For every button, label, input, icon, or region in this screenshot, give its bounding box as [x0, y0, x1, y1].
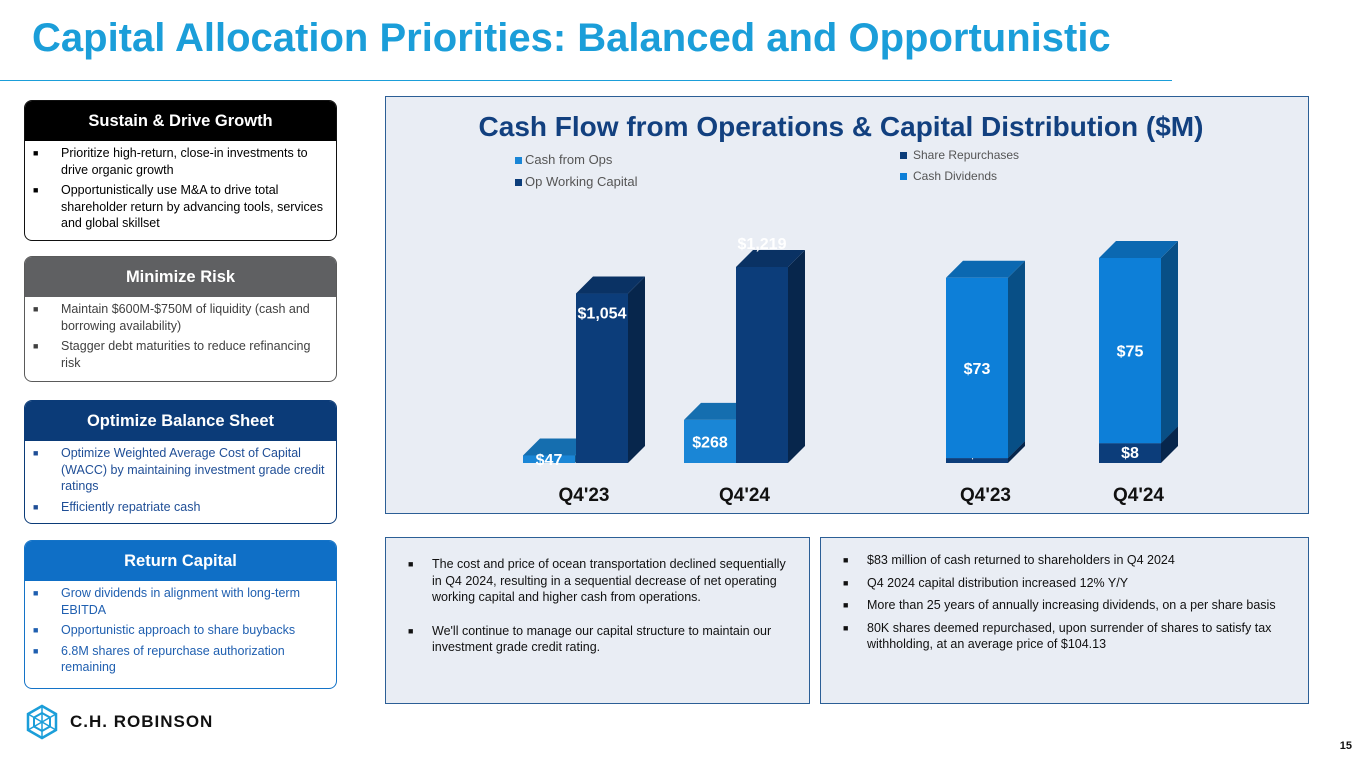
- list-item: Efficiently repatriate cash: [31, 499, 330, 516]
- card-list: Grow dividends in alignment with long-te…: [25, 581, 336, 684]
- page-title: Capital Allocation Priorities: Balanced …: [32, 16, 1111, 60]
- list-item: $83 million of cash returned to sharehol…: [841, 552, 1294, 569]
- legend-label: Op Working Capital: [525, 174, 638, 189]
- commentary-right: $83 million of cash returned to sharehol…: [820, 537, 1309, 704]
- legend-swatch: [900, 152, 907, 159]
- card-title: Sustain & Drive Growth: [25, 101, 336, 141]
- data-label: $47: [536, 452, 563, 469]
- bar-cash-from-ops-top: [523, 438, 592, 456]
- bar-op-working-capital: [576, 276, 645, 463]
- bar-cash-dividends-front: [946, 277, 1008, 459]
- list-item: Optimize Weighted Average Cost of Capita…: [31, 445, 330, 495]
- list-item: Q4 2024 capital distribution increased 1…: [841, 575, 1294, 592]
- list-item: 80K shares deemed repurchased, upon surr…: [841, 620, 1294, 653]
- bar-share-repurchases-side: [1008, 441, 1025, 463]
- bar-op-working-capital-front: [736, 267, 788, 463]
- bar-cash-dividends-top: [946, 260, 1025, 278]
- bar-cash-dividends: [946, 260, 1025, 459]
- list-item: We'll continue to manage our capital str…: [406, 623, 795, 656]
- data-label: $1,219: [738, 236, 787, 253]
- bar-op-working-capital-top: [736, 250, 805, 267]
- legend-label: Cash Dividends: [913, 169, 997, 183]
- list-item: Opportunistically use M&A to drive total…: [31, 182, 330, 232]
- bar-cash-from-ops-front: [523, 455, 575, 463]
- title-divider: [0, 80, 1172, 81]
- data-label: $73: [964, 361, 991, 378]
- list-item: Prioritize high-return, close-in investm…: [31, 145, 330, 178]
- card-return-capital: Return Capital Grow dividends in alignme…: [24, 540, 337, 689]
- card-list: Prioritize high-return, close-in investm…: [25, 141, 336, 240]
- company-logo: C.H. ROBINSON: [24, 704, 213, 740]
- card-title: Optimize Balance Sheet: [25, 401, 336, 441]
- bar-op-working-capital-side: [788, 250, 805, 463]
- bar-cash-from-ops-top: [684, 402, 753, 420]
- brand-name: C.H. ROBINSON: [70, 712, 214, 731]
- card-minimize-risk: Minimize Risk Maintain $600M-$750M of li…: [24, 256, 337, 382]
- list-item: 6.8M shares of repurchase authorization …: [31, 643, 330, 676]
- data-label: $268: [692, 434, 728, 451]
- bar-cash-dividends-side: [1008, 260, 1025, 459]
- bar-op-working-capital-side: [628, 276, 645, 463]
- legend-swatch: [515, 179, 522, 186]
- list-item: Grow dividends in alignment with long-te…: [31, 585, 330, 618]
- commentary-left: The cost and price of ocean transportati…: [385, 537, 810, 704]
- bar-share-repurchases-side: [1161, 426, 1178, 463]
- x-tick-label: Q4'23: [559, 485, 610, 506]
- card-sustain-growth: Sustain & Drive Growth Prioritize high-r…: [24, 100, 337, 241]
- card-optimize-balance-sheet: Optimize Balance Sheet Optimize Weighted…: [24, 400, 337, 524]
- bar-share-repurchases-front: [1099, 443, 1161, 463]
- legend-label: Cash from Ops: [525, 152, 613, 167]
- data-label: $75: [1117, 344, 1144, 361]
- card-title: Return Capital: [25, 541, 336, 581]
- legend-label: Share Repurchases: [913, 148, 1019, 162]
- legend-swatch: [900, 173, 907, 180]
- list-item: Maintain $600M-$750M of liquidity (cash …: [31, 301, 330, 334]
- list-item: The cost and price of ocean transportati…: [406, 556, 795, 606]
- bar-share-repurchases-front: [946, 458, 1008, 463]
- card-title: Minimize Risk: [25, 257, 336, 297]
- bar-cash-dividends-top: [1099, 241, 1178, 258]
- x-tick-label: Q4'23: [960, 485, 1011, 506]
- bar-op-working-capital-top: [576, 276, 645, 294]
- list-item: More than 25 years of annually increasin…: [841, 597, 1294, 614]
- chart-panel: Cash Flow from Operations & Capital Dist…: [385, 96, 1309, 514]
- chart-title: Cash Flow from Operations & Capital Dist…: [479, 111, 1204, 142]
- bar-chart: Cash Flow from Operations & Capital Dist…: [479, 111, 1204, 506]
- bar-cash-dividends-side: [1161, 241, 1178, 444]
- x-tick-label: Q4'24: [1113, 485, 1164, 506]
- x-tick-label: Q4'24: [719, 485, 770, 506]
- card-list: Maintain $600M-$750M of liquidity (cash …: [25, 297, 336, 379]
- bar-op-working-capital-front: [576, 293, 628, 463]
- bar-cash-dividends-front: [1099, 258, 1161, 444]
- bar-op-working-capital: [736, 250, 805, 463]
- data-label: $8: [1121, 445, 1139, 462]
- page-number: 15: [1339, 740, 1352, 752]
- bar-cash-from-ops-front: [684, 419, 736, 463]
- bar-cash-dividends: [1099, 241, 1178, 444]
- list-item: Opportunistic approach to share buybacks: [31, 622, 330, 639]
- list-item: Stagger debt maturities to reduce refina…: [31, 338, 330, 371]
- legend-swatch: [515, 157, 522, 164]
- data-label: $1,054: [578, 306, 627, 323]
- hexagon-logo-icon: [26, 704, 58, 740]
- card-list: Optimize Weighted Average Cost of Capita…: [25, 441, 336, 523]
